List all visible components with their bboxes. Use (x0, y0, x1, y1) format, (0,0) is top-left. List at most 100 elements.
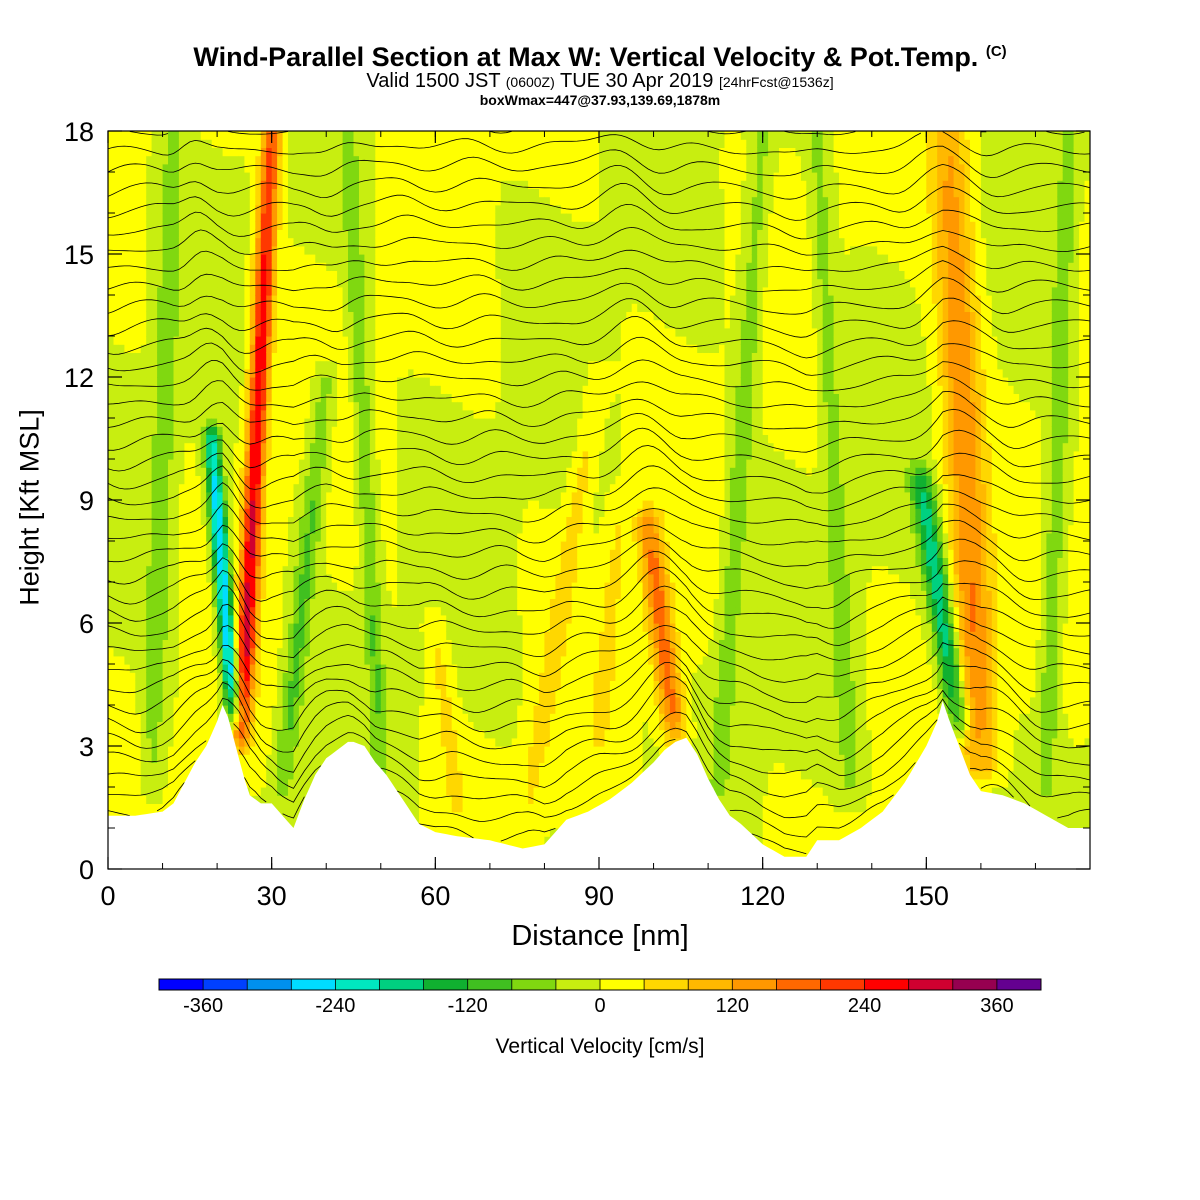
heat-cell (261, 336, 267, 345)
heat-cell (343, 492, 349, 501)
heat-cell (124, 475, 130, 484)
heat-cell (168, 443, 174, 452)
heat-cell (343, 295, 349, 304)
heat-cell (174, 721, 180, 730)
heat-cell (141, 582, 147, 591)
heat-cell (206, 287, 212, 296)
heat-cell (195, 254, 201, 263)
heat-cell (108, 385, 114, 394)
heat-cell (223, 303, 229, 312)
heat-cell (108, 459, 114, 468)
heat-cell (261, 607, 267, 616)
heat-cell (381, 754, 387, 763)
heat-cell (266, 262, 272, 271)
heat-cell (288, 713, 294, 722)
heat-cell (326, 262, 332, 271)
heat-cell (168, 426, 174, 435)
heat-cell (146, 303, 152, 312)
heat-cell (201, 172, 207, 181)
heat-cell (326, 713, 332, 722)
heat-cell (174, 557, 180, 566)
heat-cell (337, 328, 343, 337)
heat-cell (294, 484, 300, 493)
heat-cell (114, 672, 120, 681)
heat-cell (310, 131, 316, 140)
heat-cell (255, 270, 261, 279)
heat-cell (375, 320, 381, 329)
heat-cell (381, 254, 387, 263)
heat-cell (108, 582, 114, 591)
heat-cell (321, 574, 327, 583)
heat-cell (135, 287, 141, 296)
heat-cell (184, 533, 190, 542)
heat-cell (321, 533, 327, 542)
heat-cell (119, 672, 125, 681)
heat-cell (152, 443, 158, 452)
heat-cell (375, 484, 381, 493)
heat-cell (157, 508, 163, 517)
heat-cell (364, 164, 370, 173)
heat-cell (217, 164, 223, 173)
heat-cell (375, 393, 381, 402)
heat-cell (119, 779, 125, 788)
heat-cell (359, 147, 365, 156)
heat-cell (294, 246, 300, 255)
heat-cell (146, 492, 152, 501)
heat-cell (223, 631, 229, 640)
heat-cell (381, 303, 387, 312)
heat-cell (223, 623, 229, 632)
heat-cell (174, 492, 180, 501)
heat-cell (223, 680, 229, 689)
cross-section-plot: 0 30 60 90 120 1500369121518 -360 -240 -120 0 120… (0, 0, 1200, 1200)
heat-cell (217, 180, 223, 189)
heat-cell (130, 336, 136, 345)
heat-cell (201, 598, 207, 607)
heat-cell (168, 664, 174, 673)
heat-cell (375, 188, 381, 197)
heat-cell (261, 730, 267, 739)
heat-cell (255, 369, 261, 378)
heat-cell (321, 344, 327, 353)
heat-cell (397, 459, 403, 468)
heat-cell (294, 131, 300, 140)
heat-cell (190, 123, 196, 132)
heat-cell (168, 393, 174, 402)
heat-cell (174, 582, 180, 591)
heat-cell (130, 188, 136, 197)
heat-cell (364, 672, 370, 681)
heat-cell (397, 607, 403, 616)
heat-cell (392, 147, 398, 156)
heat-cell (375, 156, 381, 165)
heat-cell (146, 426, 152, 435)
heat-cell (304, 631, 310, 640)
heat-cell (326, 508, 332, 517)
heat-cell (114, 648, 120, 657)
heat-cell (375, 303, 381, 312)
heat-cell (157, 139, 163, 148)
heat-cell (348, 623, 354, 632)
heat-cell (201, 434, 207, 443)
heat-cell (348, 656, 354, 665)
heat-cell (108, 205, 114, 214)
heat-cell (266, 287, 272, 296)
heat-cell (108, 336, 114, 345)
heat-cell (337, 410, 343, 419)
heat-cell (261, 131, 267, 140)
heat-cell (381, 229, 387, 238)
heat-cell (201, 221, 207, 230)
heat-cell (239, 320, 245, 329)
heat-cell (397, 311, 403, 320)
heat-cell (152, 352, 158, 361)
heat-cell (288, 418, 294, 427)
heat-cell (146, 229, 152, 238)
heat-cell (168, 566, 174, 575)
heat-cell (201, 352, 207, 361)
heat-cell (381, 656, 387, 665)
heat-cell (190, 377, 196, 386)
heat-cell (403, 295, 409, 304)
heat-cell (359, 434, 365, 443)
heat-cell (255, 590, 261, 599)
heat-cell (141, 697, 147, 706)
heat-cell (354, 525, 360, 534)
heat-cell (239, 508, 245, 517)
